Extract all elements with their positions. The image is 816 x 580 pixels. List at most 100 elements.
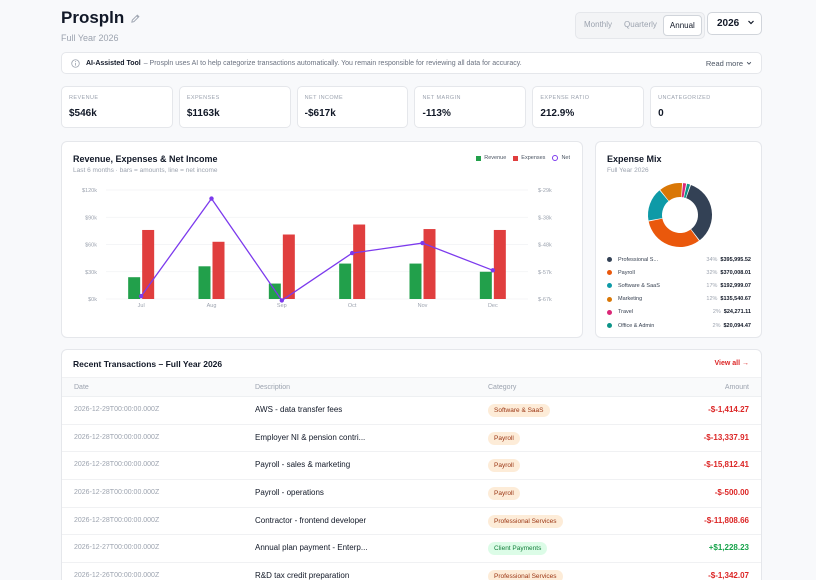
- tx-category-badge: Professional Services: [488, 570, 563, 580]
- col-date[interactable]: Date: [74, 384, 89, 391]
- kpi-net-margin: NET MARGIN -113%: [414, 86, 527, 128]
- table-row[interactable]: 2026-12-29T00:00:00.000Z AWS - data trans…: [62, 397, 761, 425]
- tx-description: Contractor - frontend developer: [255, 515, 367, 525]
- mix-pct: 17%: [706, 282, 718, 289]
- legend-swatch: [476, 155, 482, 161]
- mix-item: Software & SaaS 17% $192,999.07: [607, 279, 751, 292]
- chart-legend: Revenue Expenses Net: [476, 155, 570, 161]
- read-more-button[interactable]: Read more: [706, 59, 752, 68]
- mix-pct: 34%: [706, 256, 718, 263]
- kpi-uncategorized: UNCATEGORIZED 0: [650, 86, 762, 128]
- x-tick-label: Aug: [207, 303, 217, 309]
- legend-revenue[interactable]: Revenue: [476, 155, 506, 161]
- col-category[interactable]: Category: [488, 384, 517, 391]
- view-all-link[interactable]: View all →: [714, 360, 750, 367]
- mix-amount: $395,995.52: [720, 256, 751, 263]
- donut-slice: [683, 183, 691, 198]
- kpi-value: $1163k: [186, 108, 220, 119]
- table-row[interactable]: 2026-12-28T00:00:00.000Z Employer NI & pe…: [62, 425, 761, 453]
- mix-pct: 32%: [706, 269, 718, 276]
- net-point: [279, 298, 285, 303]
- period-annual[interactable]: Annual: [662, 15, 702, 36]
- net-point: [420, 240, 425, 246]
- col-amount[interactable]: Amount: [724, 384, 749, 391]
- net-point: [138, 293, 144, 299]
- mix-name: Travel: [618, 309, 634, 316]
- tx-amount: -$-15,812.41: [703, 460, 749, 470]
- right-tick-label: $-48k: [538, 243, 552, 249]
- legend-net[interactable]: Net: [552, 155, 570, 161]
- tx-amount: +$1,228.23: [708, 543, 749, 553]
- tx-date: 2026-12-28T00:00:00.000Z: [74, 489, 160, 497]
- mix-dot: [607, 309, 612, 315]
- x-tick-label: Sep: [277, 303, 287, 309]
- mix-amount: $370,008.01: [720, 269, 751, 276]
- x-tick-label: Nov: [418, 303, 428, 309]
- mix-dot: [607, 296, 612, 302]
- expenses-bar: [353, 224, 366, 299]
- kpi-label: REVENUE: [69, 95, 99, 101]
- kpi-label: NET INCOME: [304, 95, 344, 101]
- legend-swatch: [552, 155, 559, 161]
- net-point: [349, 250, 355, 256]
- expense-mix-donut: [648, 183, 712, 247]
- revenue-bar: [479, 271, 492, 299]
- kpi-label: UNCATEGORIZED: [658, 95, 711, 101]
- left-tick-label: $90k: [85, 215, 97, 221]
- info-icon: [71, 58, 80, 68]
- mix-item: Travel 2% $24,271.11: [607, 306, 751, 319]
- mix-name: Payroll: [618, 269, 635, 276]
- donut-slice: [648, 218, 699, 247]
- kpi-value: 212.9%: [540, 108, 575, 119]
- table-row[interactable]: 2026-12-28T00:00:00.000Z Payroll - operat…: [62, 480, 761, 508]
- table-row[interactable]: 2026-12-28T00:00:00.000Z Contractor - fro…: [62, 508, 761, 536]
- right-tick-label: $-38k: [538, 215, 552, 221]
- kpi-expense-ratio: EXPENSE RATIO 212.9%: [532, 86, 645, 128]
- legend-label: Revenue: [484, 155, 507, 161]
- tx-date: 2026-12-29T00:00:00.000Z: [74, 406, 160, 413]
- revenue-expenses-chart: $0k $30k $60k $90k $120k $-67k $-57k $-48k $-38k…: [82, 188, 552, 309]
- mix-title: Expense Mix: [607, 154, 662, 164]
- revenue-bar: [409, 263, 422, 299]
- mix-pct: 2%: [712, 322, 721, 329]
- mix-item: Marketing 12% $135,540.67: [607, 293, 751, 306]
- revenue-bar: [339, 263, 352, 299]
- expenses-bar: [212, 241, 225, 299]
- right-tick-label: $-67k: [538, 297, 552, 303]
- col-description[interactable]: Description: [255, 384, 291, 391]
- tx-description: R&D tax credit preparation: [255, 571, 350, 580]
- period-monthly[interactable]: Monthly: [584, 20, 613, 29]
- pencil-icon[interactable]: [130, 13, 141, 24]
- donut-slice: [681, 183, 687, 198]
- tx-category-badge: Payroll: [488, 431, 520, 445]
- table-row[interactable]: 2026-12-26T00:00:00.000Z R&D tax credit p…: [62, 563, 761, 580]
- app-title: Prospln: [61, 8, 125, 27]
- legend-label: Expenses: [521, 155, 546, 161]
- tx-category-badge: Payroll: [488, 459, 520, 473]
- page-subtitle: Full Year 2026: [61, 33, 119, 43]
- mix-item: Payroll 32% $370,008.01: [607, 266, 751, 279]
- tx-date: 2026-12-26T00:00:00.000Z: [74, 572, 160, 580]
- tx-category-badge: Software & SaaS: [488, 404, 550, 417]
- mix-dot: [607, 257, 612, 263]
- kpi-row: REVENUE $546k EXPENSES $1163k NET INCOME…: [61, 86, 762, 128]
- mix-amount: $24,271.11: [723, 309, 751, 316]
- kpi-value: -$617k: [304, 108, 336, 119]
- table-row[interactable]: 2026-12-27T00:00:00.000Z Annual plan paym…: [62, 535, 761, 564]
- legend-expenses[interactable]: Expenses: [513, 155, 545, 161]
- transactions-title: Recent Transactions – Full Year 2026: [73, 359, 223, 369]
- revenue-bar: [198, 266, 211, 299]
- banner-title: AI-Assisted Tool: [86, 59, 141, 67]
- period-quarterly[interactable]: Quarterly: [624, 20, 657, 29]
- chart-title: Revenue, Expenses & Net Income: [73, 154, 218, 164]
- chevron-down-icon: [747, 18, 755, 29]
- tx-amount: -$-1,342.07: [708, 571, 749, 580]
- mix-subtitle: Full Year 2026: [607, 167, 649, 174]
- mix-pct: 2%: [712, 309, 721, 316]
- table-row[interactable]: 2026-12-28T00:00:00.000Z Payroll - sales …: [62, 452, 761, 481]
- net-point: [490, 268, 496, 273]
- year-select[interactable]: 2026: [707, 12, 762, 35]
- mix-dot: [607, 270, 612, 276]
- expenses-bar: [142, 229, 155, 299]
- tx-date: 2026-12-28T00:00:00.000Z: [74, 433, 160, 441]
